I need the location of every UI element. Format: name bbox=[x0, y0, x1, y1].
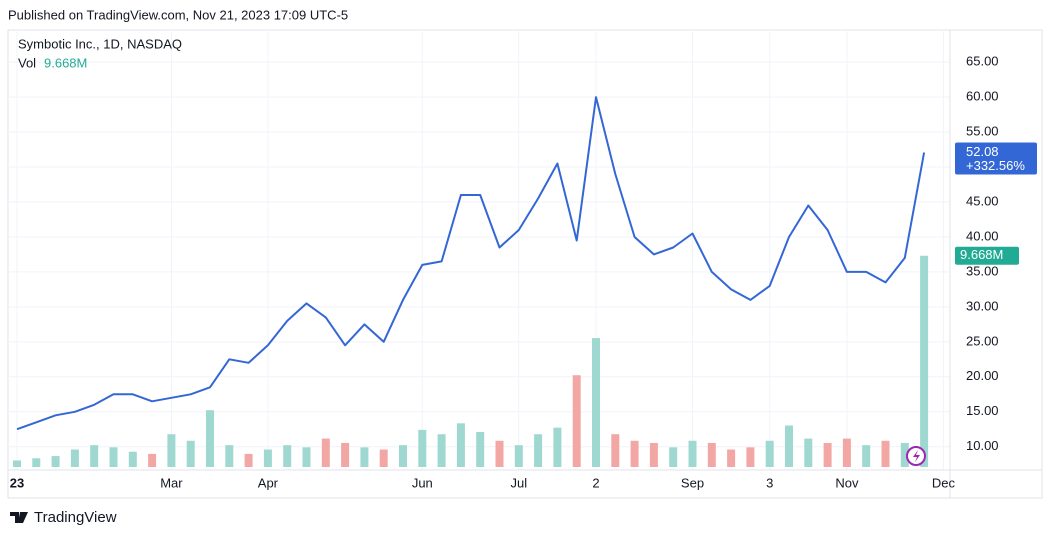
chart-frame bbox=[7, 29, 1043, 499]
volume-bar bbox=[881, 440, 890, 467]
volume-bar bbox=[514, 445, 523, 467]
x-tick-label: Apr bbox=[258, 475, 279, 490]
published-note: Published on TradingView.com, Nov 21, 20… bbox=[8, 7, 348, 22]
volume-bar bbox=[649, 442, 658, 467]
volume-bar bbox=[128, 451, 137, 467]
y-tick-label: 30.00 bbox=[966, 298, 999, 313]
volume-bar bbox=[630, 440, 639, 467]
volume-bar bbox=[70, 449, 79, 467]
volume-bar bbox=[456, 423, 465, 467]
volume-bar bbox=[900, 442, 909, 467]
volume-bar bbox=[244, 453, 253, 467]
x-tick-label: Jun bbox=[412, 475, 433, 490]
volume-bar bbox=[51, 456, 60, 467]
volume-bar bbox=[341, 442, 350, 467]
volume-bar bbox=[109, 447, 118, 467]
volume-bar bbox=[302, 447, 311, 467]
volume-bar bbox=[534, 434, 543, 467]
volume-bar bbox=[206, 410, 214, 467]
volume-bar bbox=[437, 434, 446, 467]
volume-bar bbox=[495, 440, 504, 467]
y-tick-label: 15.00 bbox=[966, 403, 999, 418]
volume-tag-value: 9.668M bbox=[960, 247, 1003, 262]
volume-bar bbox=[360, 447, 369, 467]
x-tick-label: Sep bbox=[681, 475, 704, 490]
volume-bar bbox=[785, 425, 793, 467]
volume-bar bbox=[476, 432, 485, 467]
x-tick-label: Jul bbox=[510, 475, 527, 490]
volume-bar bbox=[283, 445, 292, 467]
x-tick-label: 2 bbox=[592, 475, 599, 490]
volume-bar bbox=[225, 445, 234, 467]
y-tick-label: 10.00 bbox=[966, 438, 999, 453]
volume-bar bbox=[823, 442, 832, 467]
price-tag-value: 52.08 bbox=[966, 144, 999, 159]
volume-bar bbox=[148, 453, 157, 467]
x-tick-label: Mar bbox=[160, 475, 183, 490]
volume-bar bbox=[572, 375, 581, 467]
x-tick-label: 3 bbox=[766, 475, 773, 490]
y-tick-label: 40.00 bbox=[966, 228, 999, 243]
y-tick-label: 55.00 bbox=[966, 124, 999, 139]
volume-bar bbox=[669, 447, 678, 467]
price-tag-change: +332.56% bbox=[966, 158, 1025, 173]
x-tick-label: Dec bbox=[932, 475, 956, 490]
price-tag bbox=[955, 142, 1037, 175]
volume-bar bbox=[32, 458, 41, 467]
volume-bar bbox=[804, 438, 813, 467]
y-tick-label: 35.00 bbox=[966, 263, 999, 278]
y-tick-label: 20.00 bbox=[966, 368, 999, 383]
volume-bar bbox=[186, 440, 195, 467]
volume-bar bbox=[688, 440, 697, 467]
volume-bar bbox=[592, 338, 600, 467]
volume-bar bbox=[727, 449, 736, 467]
y-tick-label: 65.00 bbox=[966, 54, 999, 69]
price-line bbox=[16, 96, 926, 431]
volume-bar bbox=[920, 255, 929, 467]
volume-bar bbox=[707, 442, 716, 467]
volume-bar bbox=[862, 445, 871, 467]
volume-bar bbox=[399, 445, 407, 467]
volume-bar bbox=[611, 434, 620, 467]
volume-bar bbox=[90, 445, 99, 467]
volume-bar bbox=[13, 460, 21, 467]
volume-bar bbox=[418, 429, 427, 467]
event-icon bbox=[906, 446, 926, 466]
volume-bar bbox=[379, 449, 388, 467]
volume-bar bbox=[321, 438, 330, 467]
volume-bar bbox=[167, 434, 176, 467]
x-tick-label: Nov bbox=[835, 475, 859, 490]
y-tick-label: 25.00 bbox=[966, 333, 999, 348]
y-tick-label: 45.00 bbox=[966, 193, 999, 208]
y-tick-label: 60.00 bbox=[966, 89, 999, 104]
volume-bar bbox=[842, 438, 851, 467]
brand-logo bbox=[10, 512, 28, 523]
volume-bar bbox=[263, 449, 272, 467]
volume-legend-value: 9.668M bbox=[44, 55, 87, 70]
volume-legend-name: Vol bbox=[18, 55, 36, 70]
volume-bar bbox=[765, 440, 774, 467]
volume-bar bbox=[746, 447, 755, 467]
x-tick-label: 23 bbox=[10, 475, 24, 490]
volume-tag bbox=[955, 246, 1019, 265]
brand-name: TradingView bbox=[34, 509, 117, 526]
volume-bar bbox=[553, 427, 562, 467]
chart-title: Symbotic Inc., 1D, NASDAQ bbox=[18, 36, 182, 51]
